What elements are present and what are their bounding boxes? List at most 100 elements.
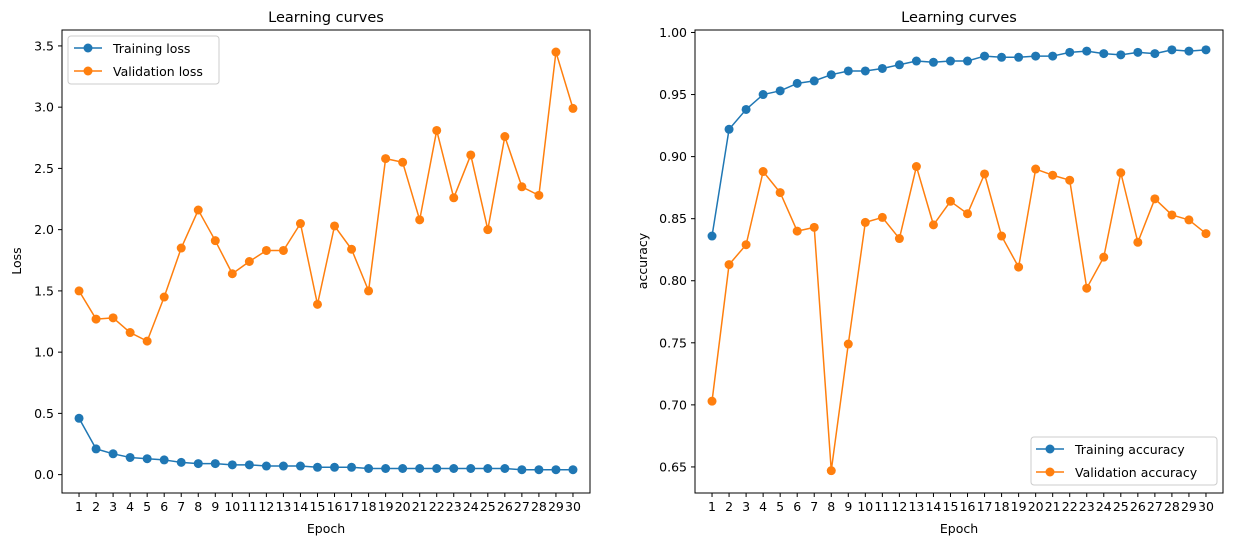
- accuracy-y-axis-label: accuracy: [635, 232, 650, 289]
- loss-series-training-point: [142, 454, 152, 464]
- accuracy-series-marks: [707, 45, 1211, 476]
- loss-series-validation-point: [261, 245, 271, 255]
- accuracy-x-tick-label: 19: [1011, 499, 1027, 514]
- accuracy-series-training-point: [1184, 46, 1194, 56]
- accuracy-x-tick-label: 10: [857, 499, 873, 514]
- accuracy-legend-label-training: Training accuracy: [1074, 442, 1185, 457]
- accuracy-x-tick-label: 24: [1096, 499, 1112, 514]
- accuracy-chart-title: Learning curves: [901, 10, 1017, 26]
- accuracy-y-tick-label: 0.85: [659, 211, 687, 226]
- loss-x-tick-label: 22: [429, 499, 445, 514]
- accuracy-series-validation-point: [724, 260, 734, 270]
- loss-x-tick-label: 15: [310, 499, 326, 514]
- accuracy-x-tick-label: 15: [943, 499, 959, 514]
- accuracy-series-training-point: [945, 56, 955, 66]
- loss-series-training-point: [91, 444, 101, 454]
- accuracy-series-validation-point: [1099, 252, 1109, 262]
- loss-chart-title: Learning curves: [268, 10, 384, 26]
- loss-y-tick-label: 1.0: [34, 345, 54, 360]
- accuracy-x-tick-label: 17: [977, 499, 993, 514]
- loss-series-validation-point: [347, 244, 357, 254]
- accuracy-legend-label-validation: Validation accuracy: [1075, 465, 1198, 480]
- loss-series-validation-point: [398, 157, 408, 167]
- accuracy-series-validation-point: [792, 226, 802, 236]
- loss-series-training-point: [125, 452, 135, 462]
- accuracy-series-training-point: [1116, 50, 1126, 60]
- accuracy-x-tick-label: 7: [810, 499, 818, 514]
- loss-x-tick-label: 25: [480, 499, 496, 514]
- accuracy-series-training-point: [1167, 45, 1177, 55]
- accuracy-series-training-point: [724, 124, 734, 134]
- accuracy-series-training-point: [980, 51, 990, 61]
- accuracy-x-tick-label: 29: [1181, 499, 1197, 514]
- accuracy-series-training-point: [997, 52, 1007, 62]
- accuracy-legend-marker-validation: [1045, 467, 1055, 477]
- loss-x-tick-label: 9: [211, 499, 219, 514]
- accuracy-x-tick-label: 21: [1045, 499, 1061, 514]
- accuracy-series-validation-point: [1150, 194, 1160, 204]
- accuracy-series-training-point: [894, 60, 904, 70]
- loss-legend-marker-validation: [83, 66, 93, 76]
- loss-series-validation-point: [330, 221, 340, 231]
- accuracy-x-tick-label: 4: [759, 499, 767, 514]
- loss-series-training-point: [568, 465, 578, 475]
- accuracy-x-tick-label: 14: [925, 499, 941, 514]
- accuracy-series-validation-point: [1065, 175, 1075, 185]
- accuracy-x-tick-label: 16: [960, 499, 976, 514]
- accuracy-x-tick-label: 5: [776, 499, 784, 514]
- accuracy-x-tick-label: 8: [827, 499, 835, 514]
- loss-series-training-point: [364, 464, 374, 473]
- loss-series-validation-point: [432, 125, 442, 135]
- loss-series-marks: [74, 47, 578, 475]
- accuracy-x-tick-label: 11: [874, 499, 890, 514]
- loss-x-axis-label: Epoch: [307, 521, 345, 536]
- loss-series-training-point: [517, 465, 527, 475]
- loss-x-tick-label: 4: [126, 499, 134, 514]
- loss-series-validation-line: [78, 51, 574, 342]
- accuracy-series-validation-point: [1116, 168, 1126, 178]
- loss-series-validation-point: [466, 150, 476, 160]
- loss-x-tick-label: 24: [463, 499, 479, 514]
- loss-legend-box: [67, 35, 220, 85]
- accuracy-plot-area: [695, 30, 1223, 493]
- accuracy-y-tick-label: 0.70: [659, 397, 687, 412]
- loss-x-tick-label: 11: [241, 499, 257, 514]
- accuracy-plot-frame: [694, 29, 1224, 494]
- accuracy-y-tick-label: 0.95: [659, 87, 687, 102]
- loss-series-training-point: [432, 464, 442, 473]
- loss-series-validation-point: [108, 313, 118, 323]
- loss-x-tick-label: 10: [224, 499, 240, 514]
- accuracy-x-tick-label: 22: [1062, 499, 1078, 514]
- accuracy-legend-box: [1030, 436, 1218, 486]
- loss-x-tick-label: 30: [565, 499, 581, 514]
- loss-series-validation-point: [193, 205, 203, 215]
- loss-x-tick-label: 26: [497, 499, 513, 514]
- accuracy-series-training-point: [843, 66, 853, 76]
- loss-series-training-point: [347, 462, 357, 472]
- loss-series-validation-point: [312, 299, 322, 309]
- loss-series-training-point: [398, 464, 408, 473]
- accuracy-series-validation-point: [997, 231, 1007, 241]
- accuracy-x-tick-label: 30: [1198, 499, 1214, 514]
- loss-series-validation-point: [517, 182, 527, 192]
- loss-x-tick-label: 14: [292, 499, 308, 514]
- accuracy-x-tick-label: 20: [1028, 499, 1044, 514]
- loss-x-tick-label: 18: [361, 499, 377, 514]
- loss-series-validation-point: [364, 286, 374, 296]
- loss-x-tick-label: 17: [344, 499, 360, 514]
- loss-y-tick-label: 3.0: [34, 100, 54, 115]
- loss-series-validation-point: [483, 225, 493, 235]
- accuracy-x-axis-label: Epoch: [940, 521, 978, 536]
- loss-series-training-point: [449, 464, 459, 473]
- loss-x-tick-label: 6: [160, 499, 168, 514]
- accuracy-series-validation-point: [1133, 237, 1143, 247]
- accuracy-series-training-point: [963, 56, 973, 66]
- loss-legend-label-validation: Validation loss: [113, 64, 203, 79]
- accuracy-series-validation-point: [860, 217, 870, 227]
- accuracy-series-training-point: [775, 86, 785, 96]
- accuracy-series-training-point: [741, 104, 751, 114]
- loss-x-tick-label: 12: [258, 499, 274, 514]
- accuracy-series-training-point: [1150, 49, 1160, 59]
- loss-plot-frame: [61, 29, 591, 494]
